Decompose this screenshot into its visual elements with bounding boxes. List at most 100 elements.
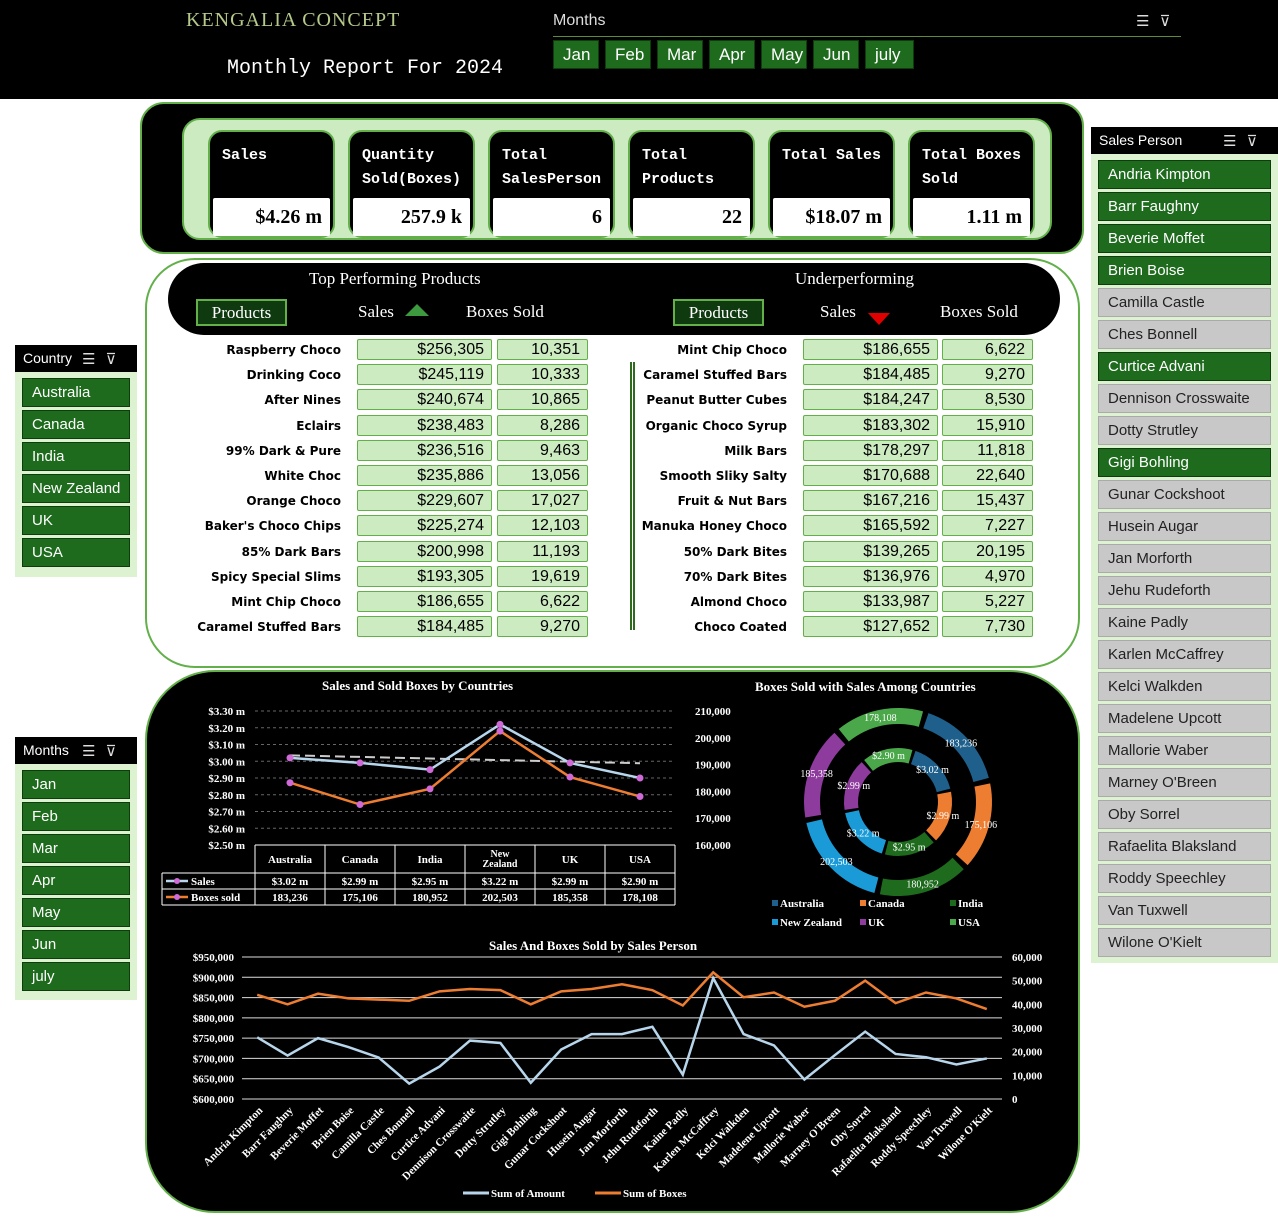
top-products-header-button[interactable]: Products	[196, 299, 287, 326]
sales-series-line	[289, 722, 641, 780]
sales-legend-marker	[174, 878, 180, 884]
kpi-value: 6	[493, 198, 610, 236]
product-name: 99% Dark & Pure	[225, 443, 341, 458]
multi-select-icon[interactable]: ☰	[1136, 13, 1150, 30]
sales-value-label: $3.22 m	[482, 876, 519, 888]
kpi-card-3: Total Products 22	[628, 130, 755, 238]
country-item[interactable]: UK	[22, 506, 130, 535]
sales-person-item[interactable]: Rafaelita Blaksland	[1098, 832, 1271, 861]
month-button-apr[interactable]: Apr	[709, 40, 755, 69]
month-button-feb[interactable]: Feb	[605, 40, 651, 69]
month-button-mar[interactable]: Mar	[657, 40, 703, 69]
sales-person-item[interactable]: Brien Boise	[1098, 256, 1271, 285]
clear-filter-icon[interactable]: ⊽	[105, 351, 117, 368]
sales-person-item[interactable]: Van Tuxwell	[1098, 896, 1271, 925]
product-name: Manuka Honey Choco	[641, 519, 787, 534]
y-left-tick: $3.10 m	[208, 740, 245, 752]
sales-person-item[interactable]: Jan Morforth	[1098, 544, 1271, 573]
sales-person-item[interactable]: Kelci Walkden	[1098, 672, 1271, 701]
sales-person-item[interactable]: Andria Kimpton	[1098, 160, 1271, 189]
sales-person-item[interactable]: Beverie Moffet	[1098, 224, 1271, 253]
multi-select-icon[interactable]: ☰	[1223, 133, 1237, 150]
doughnut-segment	[955, 783, 992, 866]
doughnut-segment	[879, 857, 964, 896]
product-name: Almond Choco	[690, 595, 787, 609]
sales-value-label: $2.99 m	[342, 876, 379, 888]
sales-person-item[interactable]: Mallorie Waber	[1098, 736, 1271, 765]
boxes-series-line	[256, 970, 988, 1011]
sales-person-item[interactable]: Gigi Bohling	[1098, 448, 1271, 477]
category-label-part: New	[491, 849, 511, 860]
x-axis-label: Beverie Moffet	[268, 1104, 326, 1162]
months-item[interactable]: Feb	[22, 802, 130, 831]
product-sales-cell: $200,998	[357, 540, 492, 562]
clear-filter-icon[interactable]: ⊽	[1246, 133, 1258, 150]
product-sales-cell: $186,655	[803, 339, 938, 360]
kpi-title: Total SalesPerson	[502, 147, 602, 188]
legend-swatch	[860, 900, 866, 906]
sales-person-item[interactable]: Jehu Rudeforth	[1098, 576, 1271, 605]
months-item[interactable]: Jan	[22, 770, 130, 799]
doughnut-label: 180,952	[906, 879, 939, 890]
product-boxes-cell: 10,351	[497, 339, 588, 360]
sales-person-item[interactable]: Marney O'Breen	[1098, 768, 1271, 797]
country-item[interactable]: USA	[22, 538, 130, 567]
months-item[interactable]: Jun	[22, 930, 130, 959]
month-button-jun[interactable]: Jun	[813, 40, 859, 69]
sales-person-item[interactable]: Karlen McCaffrey	[1098, 640, 1271, 669]
months-item[interactable]: Mar	[22, 834, 130, 863]
sales-person-item[interactable]: Barr Faughny	[1098, 192, 1271, 221]
product-sales-cell: $225,274	[357, 515, 492, 537]
country-item[interactable]: Canada	[22, 410, 130, 439]
months-slicer-toolbar: ☰ ⊽	[1136, 12, 1170, 30]
under-sales-header: Sales	[820, 302, 856, 321]
product-name: Choco Coated	[694, 620, 787, 635]
sales-person-item[interactable]: Oby Sorrel	[1098, 800, 1271, 829]
kpi-value: $4.26 m	[213, 198, 330, 236]
y-right-tick: 170,000	[695, 813, 731, 825]
sales-person-item[interactable]: Husein Augar	[1098, 512, 1271, 541]
product-boxes-cell: 7,227	[942, 515, 1033, 537]
product-boxes-cell: 8,286	[497, 414, 588, 436]
sales-person-item[interactable]: Camilla Castle	[1098, 288, 1271, 317]
sales-person-item[interactable]: Roddy Speechley	[1098, 864, 1271, 893]
y-right-tick: 50,000	[1012, 976, 1043, 988]
sales-person-slicer-label: Sales Person	[1099, 132, 1183, 148]
month-button-july[interactable]: july	[865, 40, 914, 69]
y-left-tick: $2.70 m	[208, 807, 245, 819]
multi-select-icon[interactable]: ☰	[82, 351, 96, 368]
sales-person-item[interactable]: Wilone O'Kielt	[1098, 928, 1271, 957]
product-sales-cell: $193,305	[357, 565, 492, 587]
product-boxes-cell: 11,818	[942, 439, 1033, 461]
sales-value-label: $2.90 m	[622, 876, 659, 888]
product-sales-cell: $183,302	[803, 414, 938, 436]
sales-person-item[interactable]: Gunar Cockshoot	[1098, 480, 1271, 509]
sales-person-item[interactable]: Dennison Crosswaite	[1098, 384, 1271, 413]
sales-person-item[interactable]: Ches Bonnell	[1098, 320, 1271, 349]
months-item[interactable]: Apr	[22, 866, 130, 895]
sales-person-item[interactable]: Dotty Strutley	[1098, 416, 1271, 445]
under-products-header-button[interactable]: Products	[673, 299, 764, 326]
sales-person-item[interactable]: Madelene Upcott	[1098, 704, 1271, 733]
clear-filter-icon[interactable]: ⊽	[105, 743, 117, 760]
sales-person-slicer-toolbar: ☰ ⊽	[1223, 132, 1257, 150]
sales-person-item[interactable]: Kaine Padly	[1098, 608, 1271, 637]
months-item[interactable]: july	[22, 962, 130, 991]
multi-select-icon[interactable]: ☰	[82, 743, 96, 760]
sales-person-item[interactable]: Curtice Advani	[1098, 352, 1271, 381]
country-item[interactable]: New Zealand	[22, 474, 130, 503]
country-item[interactable]: Australia	[22, 378, 130, 407]
month-button-jan[interactable]: Jan	[553, 40, 599, 69]
y-left-tick: $3.20 m	[208, 723, 245, 735]
months-item[interactable]: May	[22, 898, 130, 927]
doughnut-segment	[884, 832, 934, 856]
month-button-may[interactable]: May	[761, 40, 807, 69]
doughnut-label: $2.90 m	[872, 751, 905, 762]
underperforming-title: Underperforming	[795, 269, 914, 288]
product-name: Caramel Stuffed Bars	[197, 620, 341, 635]
product-name: Smooth Sliky Salty	[659, 469, 787, 483]
doughnut-segment	[844, 762, 872, 810]
country-item[interactable]: India	[22, 442, 130, 471]
doughnut-label: 183,236	[945, 738, 978, 749]
clear-filter-icon[interactable]: ⊽	[1159, 13, 1171, 30]
